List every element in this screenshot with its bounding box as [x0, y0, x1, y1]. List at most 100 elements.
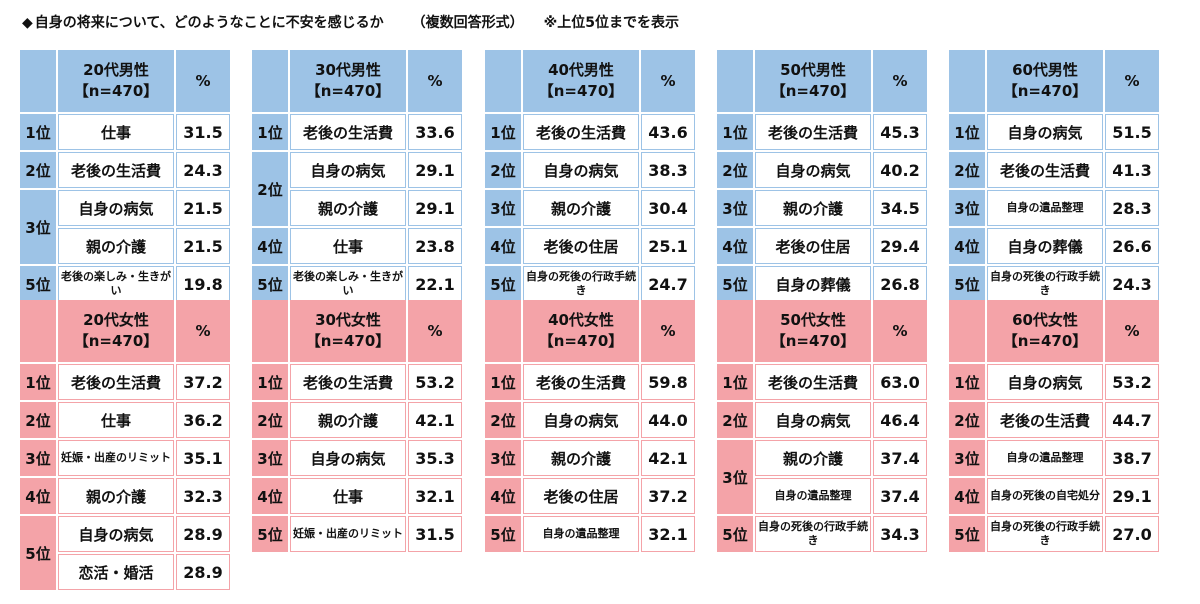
- item-label: 老後の住居: [523, 478, 639, 514]
- group-label: 20代男性: [83, 61, 149, 79]
- male-table-1: 20代男性 【n=470】% 1位 仕事 31.5 2位 老後の生活費 24.3 3位 自身の病気…: [18, 48, 232, 304]
- table-row: 1位 老後の生活費 43.6: [485, 114, 695, 150]
- title-format: （複数回答形式）: [411, 15, 524, 31]
- percent-value: 53.2: [1105, 364, 1159, 400]
- percent-header: %: [873, 50, 927, 112]
- table-row: 5位 自身の遺品整理 32.1: [485, 516, 695, 552]
- female-table-4: 50代女性 【n=470】% 1位 老後の生活費 63.0 2位 自身の病気 46.4 3位 親の…: [715, 298, 929, 554]
- rank-label: 5位: [949, 516, 985, 552]
- rank-label: 1位: [485, 114, 521, 150]
- percent-value: 38.7: [1105, 440, 1159, 476]
- item-label: 自身の死後の自宅処分: [987, 478, 1103, 514]
- item-label: 老後の住居: [523, 228, 639, 264]
- item-label: 仕事: [290, 228, 406, 264]
- percent-value: 41.3: [1105, 152, 1159, 188]
- item-label: 老後の生活費: [290, 364, 406, 400]
- percent-header: %: [176, 50, 230, 112]
- rank-label: 5位: [252, 266, 288, 302]
- rank-label: 3位: [717, 440, 753, 514]
- table-row: 2位 親の介護 42.1: [252, 402, 462, 438]
- table-row: 3位 妊娠・出産のリミット 35.1: [20, 440, 230, 476]
- percent-header: %: [408, 50, 462, 112]
- percent-header: %: [176, 300, 230, 362]
- percent-value: 32.3: [176, 478, 230, 514]
- table-row: 5位 自身の死後の行政手続き 27.0: [949, 516, 1159, 552]
- rank-label: 2位: [717, 402, 753, 438]
- rank-label: 2位: [252, 152, 288, 226]
- diamond-icon: ◆: [22, 15, 33, 31]
- item-label: 自身の病気: [58, 516, 174, 552]
- percent-value: 30.4: [641, 190, 695, 226]
- rank-label: 4位: [485, 228, 521, 264]
- percent-value: 46.4: [873, 402, 927, 438]
- percent-value: 33.6: [408, 114, 462, 150]
- percent-value: 26.6: [1105, 228, 1159, 264]
- rank-label: 1位: [20, 114, 56, 150]
- item-label: 親の介護: [755, 440, 871, 476]
- percent-header: %: [873, 300, 927, 362]
- item-label: 親の介護: [58, 478, 174, 514]
- item-label: 自身の病気: [290, 152, 406, 188]
- header-corner: [252, 300, 288, 362]
- table-row: 2位 自身の病気 40.2: [717, 152, 927, 188]
- table-row: 自身の遺品整理 37.4: [717, 478, 927, 514]
- item-label: 妊娠・出産のリミット: [290, 516, 406, 552]
- percent-value: 43.6: [641, 114, 695, 150]
- item-label: 自身の死後の行政手続き: [523, 266, 639, 302]
- rank-label: 3位: [485, 190, 521, 226]
- table-row: 3位 自身の病気 35.3: [252, 440, 462, 476]
- item-label: 仕事: [290, 478, 406, 514]
- rank-label: 5位: [485, 516, 521, 552]
- rank-label: 1位: [717, 114, 753, 150]
- table-row: 3位 親の介護 37.4: [717, 440, 927, 514]
- table-row: 4位 老後の住居 37.2: [485, 478, 695, 514]
- item-label: 自身の葬儀: [987, 228, 1103, 264]
- header-corner: [485, 300, 521, 362]
- rank-label: 3位: [252, 440, 288, 476]
- group-header: 60代女性 【n=470】: [987, 300, 1103, 362]
- percent-value: 34.5: [873, 190, 927, 226]
- sample-size: 【n=470】: [1002, 332, 1088, 350]
- percent-value: 21.5: [176, 190, 230, 226]
- page-title: ◆ 自身の将来について、どのようなことに不安を感じるか （複数回答形式） ※上位5位ま…: [22, 12, 679, 32]
- table-row: 3位 親の介護 42.1: [485, 440, 695, 476]
- percent-value: 34.3: [873, 516, 927, 552]
- item-label: 老後の生活費: [523, 364, 639, 400]
- item-label: 老後の生活費: [58, 364, 174, 400]
- item-label: 自身の病気: [523, 402, 639, 438]
- rank-label: 5位: [717, 516, 753, 552]
- item-label: 自身の病気: [987, 114, 1103, 150]
- group-label: 30代女性: [315, 311, 381, 329]
- table-row: 5位 自身の病気 28.9: [20, 516, 230, 590]
- table-row: 4位 仕事 23.8: [252, 228, 462, 264]
- title-main: 自身の将来について、どのようなことに不安を感じるか: [34, 15, 384, 31]
- rank-label: 4位: [252, 228, 288, 264]
- item-label: 恋活・婚活: [58, 554, 174, 590]
- table-row: 5位 老後の楽しみ・生きがい 19.8: [20, 266, 230, 302]
- header-corner: [252, 50, 288, 112]
- item-label: 老後の生活費: [290, 114, 406, 150]
- percent-header: %: [1105, 50, 1159, 112]
- sample-size: 【n=470】: [1002, 82, 1088, 100]
- rank-label: 4位: [717, 228, 753, 264]
- table-row: 3位 自身の遺品整理 28.3: [949, 190, 1159, 226]
- group-header: 40代男性 【n=470】: [523, 50, 639, 112]
- table-row: 2位 自身の病気 29.1: [252, 152, 462, 226]
- table-row: 4位 自身の死後の自宅処分 29.1: [949, 478, 1159, 514]
- table-row: 親の介護 21.5: [20, 228, 230, 264]
- header-corner: [20, 50, 56, 112]
- female-table-2: 30代女性 【n=470】% 1位 老後の生活費 53.2 2位 親の介護 42.1 3位 自身の…: [250, 298, 464, 554]
- table-row: 1位 老後の生活費 45.3: [717, 114, 927, 150]
- item-label: 自身の葬儀: [755, 266, 871, 302]
- percent-value: 35.3: [408, 440, 462, 476]
- group-header: 40代女性 【n=470】: [523, 300, 639, 362]
- table-row: 2位 老後の生活費 41.3: [949, 152, 1159, 188]
- percent-value: 29.1: [408, 152, 462, 188]
- rank-label: 1位: [949, 364, 985, 400]
- group-header: 30代男性 【n=470】: [290, 50, 406, 112]
- item-label: 自身の病気: [523, 152, 639, 188]
- table-row: 3位 親の介護 34.5: [717, 190, 927, 226]
- sample-size: 【n=470】: [770, 82, 856, 100]
- item-label: 自身の遺品整理: [987, 440, 1103, 476]
- rank-label: 3位: [717, 190, 753, 226]
